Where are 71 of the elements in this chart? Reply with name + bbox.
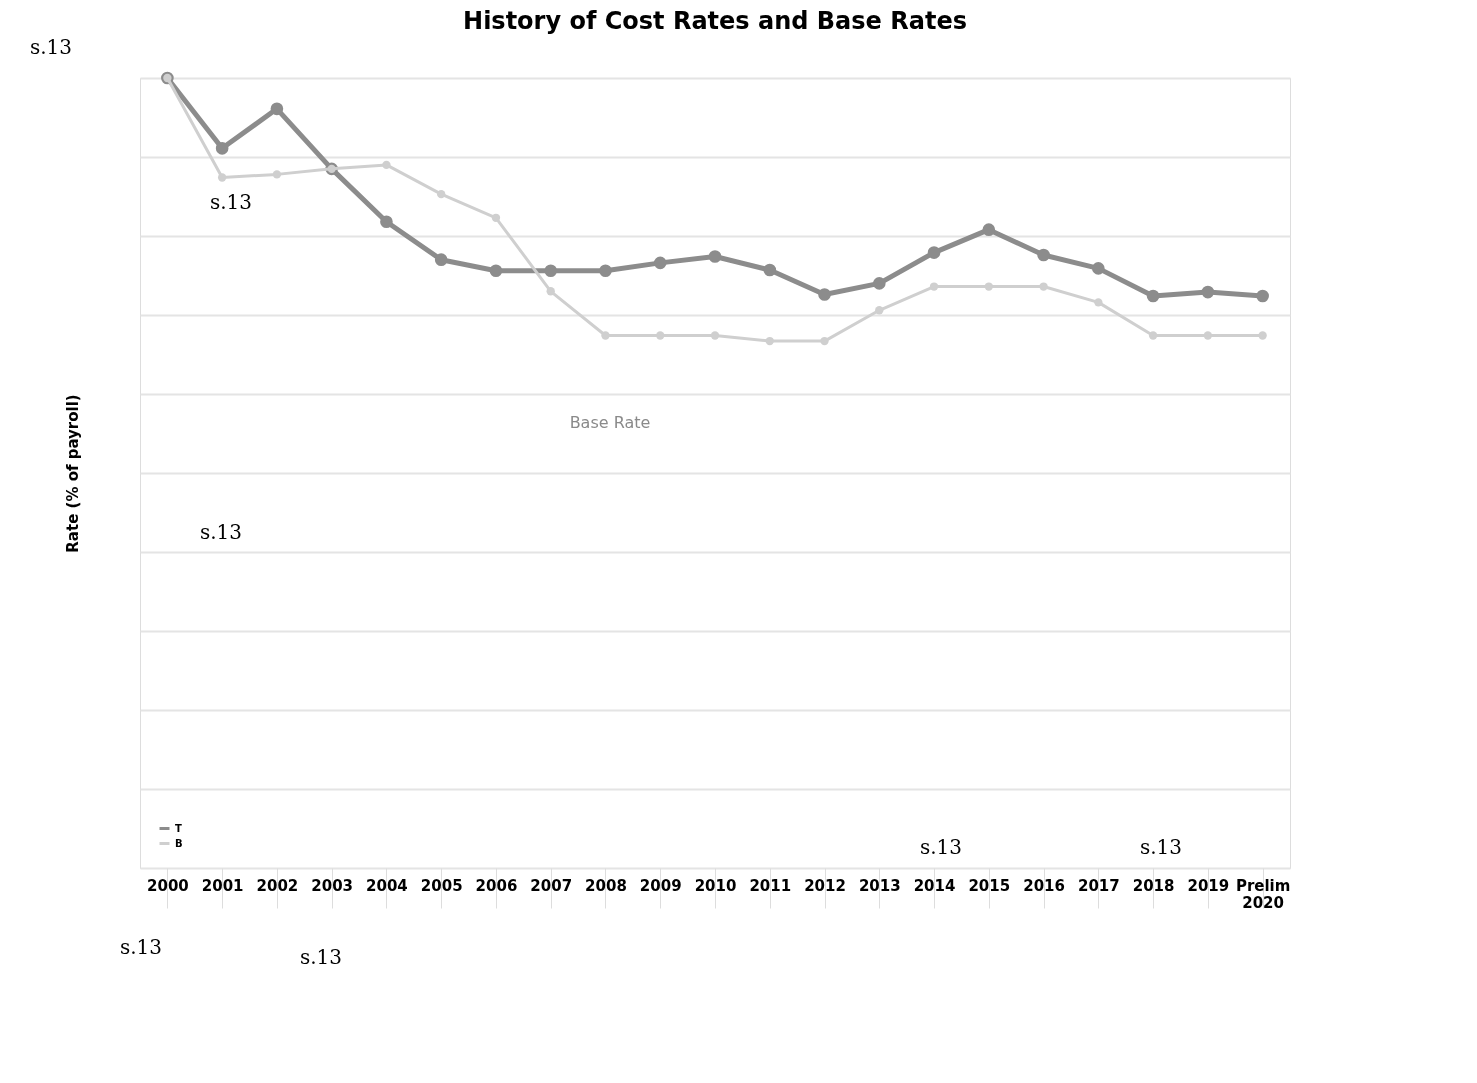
- point: [601, 331, 610, 340]
- point: [656, 331, 665, 340]
- x-tick-label: 2019: [1187, 876, 1230, 895]
- x-tick-label: 2011: [749, 876, 792, 895]
- point: [708, 250, 722, 263]
- x-tick-label: 2001: [201, 876, 244, 895]
- x-tick-label: 2010: [694, 876, 737, 895]
- x-tick-label: 2015: [968, 876, 1011, 895]
- x-tick-label: 2013: [858, 876, 901, 895]
- point: [984, 282, 993, 291]
- x-tick-label: 2007: [530, 876, 573, 895]
- point: [927, 246, 941, 259]
- x-tick-label: 2002: [256, 876, 299, 895]
- point: [653, 256, 667, 270]
- point: [489, 264, 503, 278]
- y-axis-title: Rate (% of payroll): [63, 394, 82, 553]
- point: [382, 160, 391, 170]
- point: [765, 336, 774, 346]
- point: [437, 189, 446, 199]
- point: [1037, 248, 1050, 262]
- x-tick-label: 2000: [147, 876, 189, 895]
- x-tick-label: 2018: [1132, 876, 1175, 895]
- x-tick-label: 2016: [1023, 876, 1065, 895]
- chart-title: History of Cost Rates and Base Rates: [463, 7, 967, 35]
- point: [929, 282, 939, 291]
- text: s.13: [30, 35, 73, 59]
- point: [1258, 331, 1267, 340]
- point: [380, 215, 393, 229]
- x-tick-label: Prelim 2020: [1235, 876, 1291, 912]
- x-tick-label: 2009: [639, 876, 682, 895]
- text: s.13: [120, 935, 163, 959]
- annotation: s.13: [1140, 835, 1183, 859]
- point: [875, 306, 884, 315]
- point: [872, 277, 886, 290]
- point: [818, 288, 831, 301]
- x-tick-label: 2004: [366, 876, 408, 895]
- point: [1203, 331, 1213, 340]
- x-tick-label: 2008: [585, 876, 627, 895]
- point: [710, 331, 720, 340]
- annotation: Base Rate: [569, 413, 651, 432]
- point: [215, 142, 229, 155]
- point: [599, 264, 612, 278]
- point: [270, 102, 284, 116]
- x-tick-label: 2006: [475, 876, 518, 895]
- point: [1256, 289, 1269, 303]
- point: [1148, 331, 1158, 340]
- point: [434, 253, 448, 267]
- x-tick-label: 2005: [420, 876, 463, 895]
- point: [1092, 262, 1105, 275]
- text: s.13: [300, 945, 343, 969]
- point: [544, 264, 558, 278]
- x-tick-label: 2003: [311, 876, 354, 895]
- point: [217, 173, 227, 182]
- annotation: s.13: [920, 835, 963, 859]
- point: [1146, 289, 1160, 303]
- x-tick-label: 2017: [1077, 876, 1120, 895]
- x-tick-label: 2012: [804, 876, 846, 895]
- legend-label: T: [175, 822, 182, 834]
- point: [1039, 282, 1048, 291]
- point: [1094, 298, 1103, 307]
- point: [491, 213, 501, 222]
- point: [763, 263, 777, 277]
- annotation: s.13: [210, 190, 253, 214]
- legend-label: B: [175, 837, 183, 849]
- point: [982, 223, 996, 236]
- annotation: s.13: [200, 520, 243, 544]
- x-tick-label: 2014: [913, 876, 956, 895]
- point: [1201, 285, 1215, 299]
- point: [272, 170, 282, 179]
- point: [820, 336, 829, 346]
- point: [546, 287, 555, 296]
